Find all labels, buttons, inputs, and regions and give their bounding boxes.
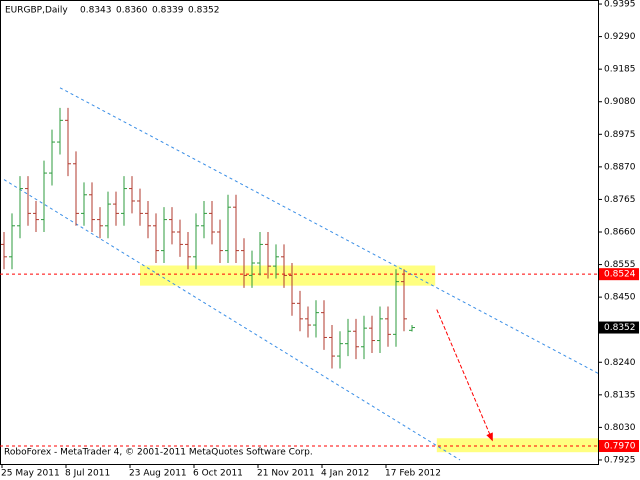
y-tick-label: 0.8660 bbox=[604, 228, 636, 238]
symbol-label: EURGBP,Daily bbox=[5, 6, 68, 16]
x-tick-label: 21 Nov 2011 bbox=[257, 469, 315, 479]
x-tick-label: 4 Jan 2012 bbox=[321, 469, 369, 479]
y-tick-label: 0.9185 bbox=[604, 65, 636, 75]
y-tick-label: 0.8240 bbox=[604, 358, 636, 368]
y-tick-label: 0.8135 bbox=[604, 390, 636, 400]
y-tick-label: 0.7925 bbox=[604, 455, 636, 465]
y-tick-label: 0.8555 bbox=[604, 260, 636, 270]
y-tick-label: 0.8765 bbox=[604, 195, 636, 205]
y-tick-label: 0.8030 bbox=[604, 423, 636, 433]
target-zone bbox=[140, 265, 436, 286]
y-tick-label: 0.8450 bbox=[604, 293, 636, 303]
target-zone bbox=[436, 438, 598, 453]
price-tag bbox=[599, 321, 639, 334]
header-value: 0.8360 bbox=[116, 6, 148, 16]
y-tick-label: 0.9080 bbox=[604, 97, 636, 107]
price-label: 0.8352 bbox=[604, 323, 636, 333]
header-value: 0.8352 bbox=[188, 6, 220, 16]
plot-frame bbox=[0, 0, 599, 465]
x-tick-label: 23 Aug 2011 bbox=[129, 469, 187, 479]
header-value: 0.8343 bbox=[80, 6, 112, 16]
forecast-arrow bbox=[436, 309, 494, 442]
channel-line bbox=[3, 179, 461, 461]
x-tick-label: 8 Jul 2011 bbox=[65, 469, 110, 479]
footer: RoboForex - MetaTrader 4, © 2001-2011 Me… bbox=[4, 448, 313, 458]
y-tick-label: 0.9290 bbox=[604, 32, 636, 42]
x-tick-label: 17 Feb 2012 bbox=[385, 469, 441, 479]
x-tick-label: 6 Oct 2011 bbox=[193, 469, 243, 479]
arrow-head bbox=[486, 432, 493, 442]
x-tick-label: 25 May 2011 bbox=[1, 469, 60, 479]
y-tick-label: 0.8975 bbox=[604, 130, 636, 140]
level-label: 0.8524 bbox=[604, 270, 636, 280]
level-tag bbox=[599, 440, 639, 453]
level-tag bbox=[599, 268, 639, 281]
y-tick-label: 0.9395 bbox=[604, 0, 636, 10]
y-tick-label: 0.8870 bbox=[604, 162, 636, 172]
channel-line bbox=[59, 87, 601, 375]
level-label: 0.7970 bbox=[604, 442, 636, 452]
header-value: 0.8339 bbox=[152, 6, 184, 16]
